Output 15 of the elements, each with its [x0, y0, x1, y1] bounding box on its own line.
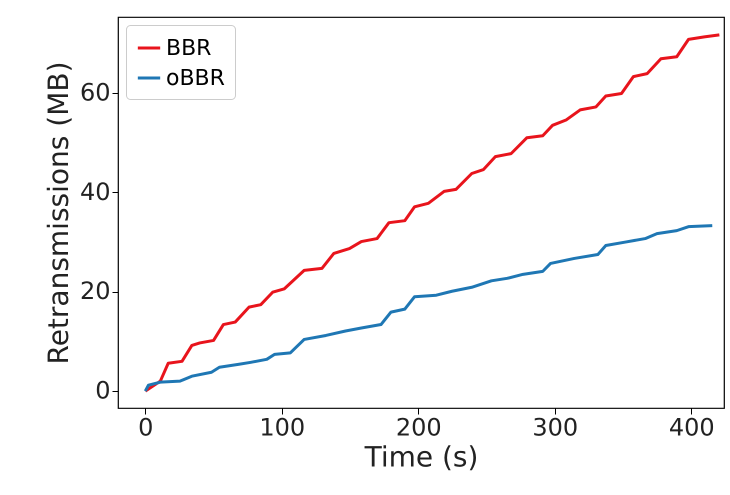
y-tick-label: 0	[95, 376, 110, 405]
line-series	[144, 224, 714, 393]
y-axis-title: Retransmissions (MB)	[42, 62, 75, 364]
x-axis-title: Time (s)	[364, 440, 478, 474]
y-tick-label: 20	[80, 277, 110, 306]
x-tick-label: 400	[668, 414, 715, 442]
x-tick-label: 0	[138, 414, 154, 442]
y-tick-label: 60	[80, 78, 110, 107]
x-tick-label: 200	[396, 414, 442, 442]
legend-label: BBR	[166, 36, 212, 61]
y-tick-label: 40	[80, 178, 110, 206]
line-series	[144, 33, 721, 393]
legend-label: oBBR	[166, 66, 225, 91]
x-tick-label: 300	[532, 414, 578, 442]
x-tick-label: 100	[259, 414, 306, 442]
